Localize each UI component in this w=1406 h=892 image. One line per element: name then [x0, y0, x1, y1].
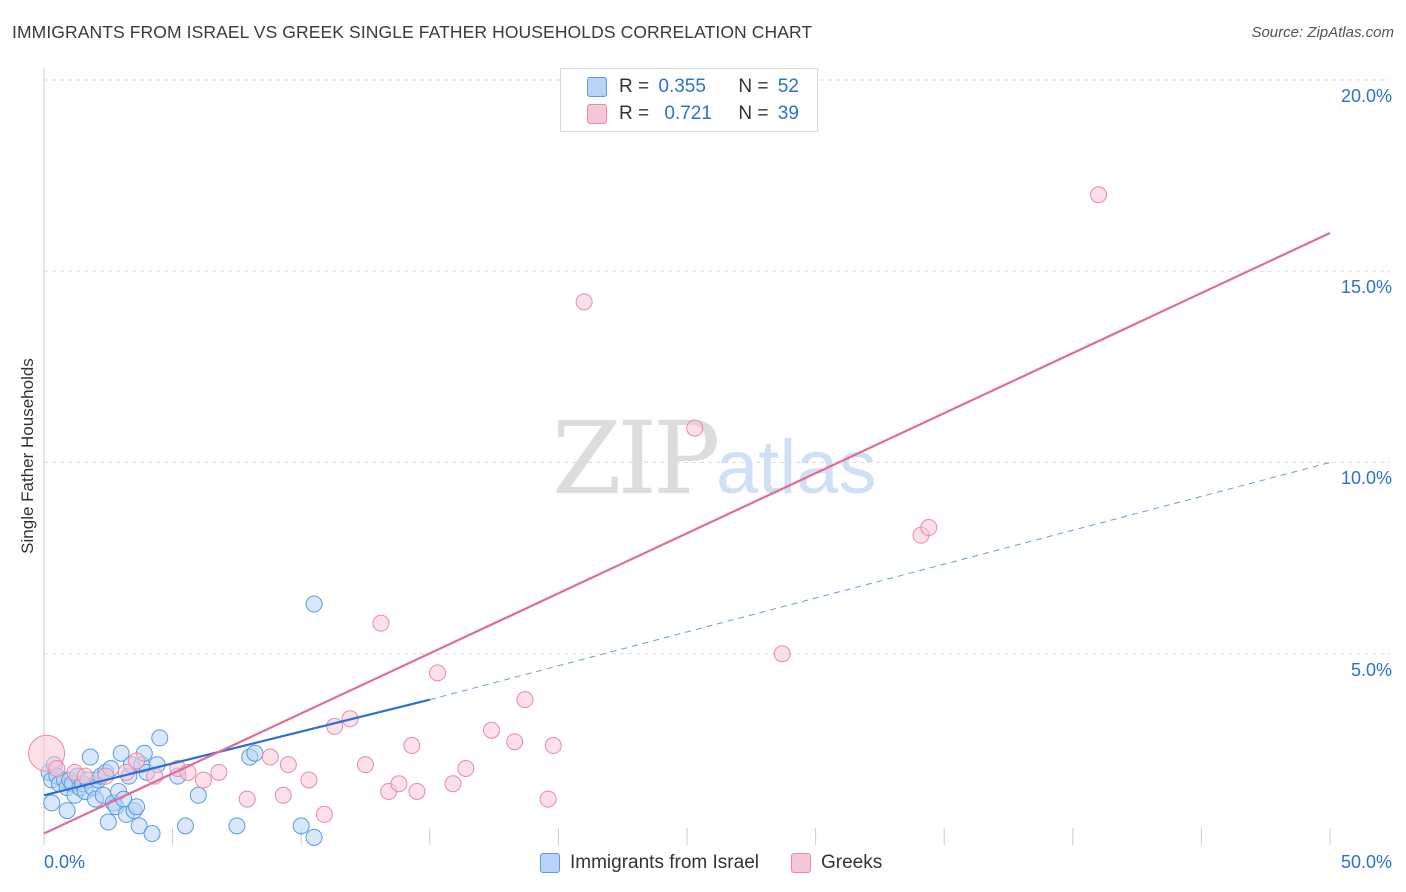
- greeks-point: [429, 664, 447, 682]
- greeks-point: [300, 771, 318, 789]
- y-tick-label-15: 15.0%: [1340, 277, 1392, 297]
- x-tick-label-min: 0.0%: [44, 852, 86, 872]
- israel-point: [246, 744, 264, 762]
- legend-swatch-israel: [540, 853, 560, 873]
- r-label: R =: [619, 76, 650, 97]
- greeks-swatch: [587, 104, 607, 124]
- x-tick-label-max: 50.0%: [1340, 852, 1392, 872]
- r-label: R =: [619, 103, 650, 124]
- greeks-point: [279, 756, 297, 774]
- greeks-point: [444, 775, 462, 793]
- israel-point: [305, 828, 323, 846]
- israel-point: [151, 729, 169, 747]
- chart-legend: Immigrants from Israel Greeks: [540, 852, 914, 874]
- greeks-point: [76, 767, 94, 785]
- greeks-trend-line: [43, 232, 1331, 835]
- greeks-point: [575, 293, 593, 311]
- chart-title: IMMIGRANTS FROM ISRAEL VS GREEK SINGLE F…: [12, 22, 813, 42]
- y-tick-label-10: 10.0%: [1340, 468, 1392, 488]
- greeks-point: [457, 760, 475, 777]
- n-value-israel: 52: [777, 76, 799, 97]
- legend-label-greeks: Greeks: [820, 852, 883, 873]
- greeks-point: [408, 782, 426, 800]
- greeks-point: [357, 756, 374, 774]
- israel-point: [189, 786, 207, 804]
- legend-item-greeks[interactable]: Greeks: [790, 852, 883, 874]
- source-label: Source: ZipAtlas.com: [1251, 24, 1394, 41]
- israel-point: [81, 748, 99, 766]
- greeks-point: [372, 614, 390, 632]
- greeks-point: [238, 790, 256, 808]
- greeks-point: [539, 790, 557, 808]
- greeks-point: [390, 775, 408, 793]
- israel-swatch: [587, 77, 607, 97]
- n-value-greeks: 39: [777, 103, 799, 124]
- greeks-point: [403, 737, 421, 755]
- greeks-point: [48, 760, 66, 777]
- correlation-stats-box: R = 0.355 N = 52 R = 0.721 N = 39: [560, 68, 818, 132]
- greeks-point: [920, 519, 938, 537]
- israel-point: [130, 817, 148, 835]
- stats-row-israel: R = 0.355 N = 52: [587, 75, 799, 99]
- y-tick-label-5: 5.0%: [1350, 660, 1392, 680]
- greeks-point: [210, 763, 228, 781]
- israel-point: [292, 817, 310, 835]
- legend-item-israel[interactable]: Immigrants from Israel: [540, 852, 759, 874]
- greeks-point: [194, 771, 212, 789]
- r-value-israel: 0.355: [658, 76, 706, 97]
- greeks-point: [516, 691, 534, 709]
- israel-point: [43, 794, 61, 812]
- greeks-point: [686, 419, 704, 437]
- n-label: N =: [738, 103, 769, 124]
- greeks-point: [773, 645, 791, 663]
- greeks-point: [483, 721, 501, 739]
- greeks-point: [274, 786, 292, 804]
- y-axis-label: Single Father Households: [18, 358, 37, 554]
- greeks-point: [506, 733, 524, 751]
- greeks-point: [128, 752, 146, 770]
- greeks-point: [315, 805, 333, 823]
- israel-point: [305, 595, 323, 613]
- watermark-zip: ZIP: [552, 400, 720, 517]
- israel-point: [143, 825, 161, 843]
- israel-point: [99, 813, 117, 831]
- israel-point: [128, 798, 146, 816]
- israel-point: [58, 802, 76, 820]
- israel-point: [176, 817, 194, 835]
- greeks-point: [1090, 186, 1108, 204]
- r-value-greeks: 0.721: [664, 103, 712, 124]
- n-label: N =: [738, 76, 769, 97]
- israel-trend-line: [43, 698, 431, 797]
- y-tick-label-20: 20.0%: [1340, 86, 1392, 106]
- greeks-point: [261, 748, 279, 766]
- greeks-point: [544, 737, 562, 755]
- stats-row-greeks: R = 0.721 N = 39: [587, 102, 799, 126]
- watermark-atlas: atlas: [716, 425, 877, 510]
- legend-swatch-greeks: [790, 853, 811, 873]
- israel-point: [112, 744, 130, 762]
- israel-point: [228, 817, 246, 835]
- legend-label-israel: Immigrants from Israel: [570, 852, 759, 873]
- israel-trend-extension: [429, 462, 1331, 701]
